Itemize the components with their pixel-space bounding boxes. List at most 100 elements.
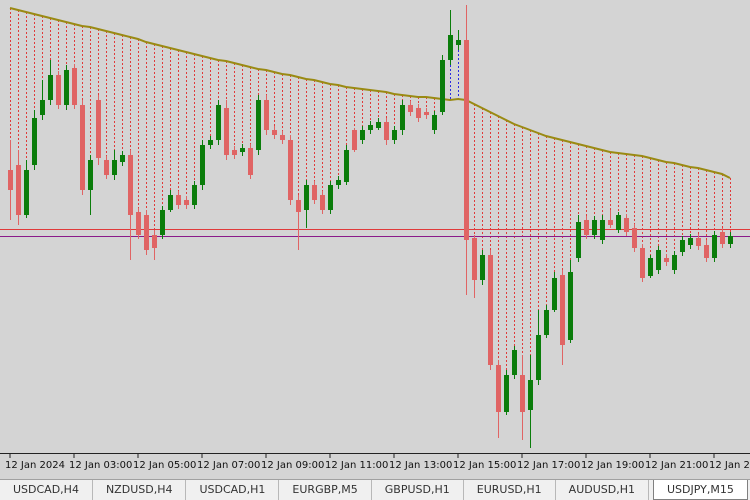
candle-body — [368, 125, 373, 130]
x-tick-label: 12 Jan 21:00 — [645, 460, 708, 471]
candle-body — [416, 108, 421, 118]
candle-body — [24, 170, 29, 215]
chart-tab[interactable]: USDCAD,H1 — [186, 480, 280, 500]
candle-body — [168, 195, 173, 210]
candle-body — [600, 220, 605, 240]
chart-tab[interactable]: USDCAD,H4 — [0, 480, 93, 500]
candle-body — [232, 150, 237, 155]
x-tick-label: 12 Jan 07:00 — [197, 460, 260, 471]
x-tick-label: 12 Jan 03:00 — [69, 460, 132, 471]
candle-body — [216, 105, 221, 140]
x-tick-label: 12 Jan 19:00 — [581, 460, 644, 471]
candle-body — [536, 335, 541, 380]
candle-body — [376, 122, 381, 128]
candle-body — [432, 115, 437, 130]
candle-body — [632, 228, 637, 248]
candle-body — [224, 108, 229, 155]
candle-body — [120, 155, 125, 162]
candle-body — [408, 105, 413, 112]
candle-body — [344, 150, 349, 182]
candle-body — [264, 100, 269, 130]
candle-body — [456, 40, 461, 45]
chart-tab[interactable]: NZDUSD,H4 — [93, 480, 187, 500]
candle-body — [592, 220, 597, 235]
x-tick-label: 12 Jan 13:00 — [389, 460, 452, 471]
candle-body — [728, 236, 733, 244]
candle-body — [400, 105, 405, 130]
candle-body — [528, 380, 533, 410]
candle-body — [616, 215, 621, 230]
candle-body — [568, 272, 573, 340]
x-tick-label: 12 Jan 2024 — [5, 460, 65, 471]
candle-body — [664, 258, 669, 262]
chart-tab[interactable]: AUDUSD,H1 — [556, 480, 649, 500]
candle-body — [184, 200, 189, 205]
candle-body — [96, 100, 101, 158]
candle-body — [160, 210, 165, 235]
candle-body — [8, 170, 13, 190]
candle-body — [312, 185, 317, 200]
candle-body — [128, 155, 133, 215]
candle-body — [392, 130, 397, 140]
candle-body — [720, 232, 725, 244]
candle-body — [272, 130, 277, 135]
candle-body — [80, 105, 85, 190]
chart-tab[interactable]: EURGBP,M5 — [279, 480, 372, 500]
candle-body — [512, 350, 517, 375]
candle-body — [320, 195, 325, 210]
x-tick-label: 12 Jan 23:00 — [709, 460, 750, 471]
candle-body — [680, 240, 685, 252]
candle-body — [576, 222, 581, 258]
chart-background — [0, 0, 750, 478]
candle-body — [144, 215, 149, 250]
candle-body — [48, 75, 53, 100]
chart: 12 Jan 2024 12 Jan 03:00 12 Jan 05:00 12 Ja… — [0, 0, 750, 478]
x-tick-label: 12 Jan 05:00 — [133, 460, 196, 471]
candle-body — [192, 185, 197, 205]
candle-body — [656, 250, 661, 270]
candle-body — [248, 148, 253, 175]
candle-body — [624, 218, 629, 232]
tab-bar: USDCAD,H4 NZDUSD,H4 USDCAD,H1 EURGBP,M5 GBPU… — [0, 479, 750, 500]
candle-body — [328, 185, 333, 210]
candle-body — [472, 238, 477, 280]
candle-body — [88, 160, 93, 190]
x-tick-label: 12 Jan 09:00 — [261, 460, 324, 471]
candle-body — [64, 70, 69, 105]
candle-body — [288, 140, 293, 200]
candle-body — [704, 245, 709, 258]
candle-body — [208, 140, 213, 145]
chart-tab[interactable]: GBPUSD,H1 — [372, 480, 464, 500]
candle-body — [424, 112, 429, 115]
candle-body — [256, 100, 261, 150]
candle-body — [488, 255, 493, 365]
x-tick-label: 12 Jan 15:00 — [453, 460, 516, 471]
candle-body — [280, 135, 285, 140]
candle-body — [336, 180, 341, 185]
candle-body — [352, 130, 357, 150]
candle-body — [464, 40, 469, 240]
chart-tab[interactable]: EURUSD,H1 — [464, 480, 556, 500]
candle-body — [176, 195, 181, 205]
chart-tab[interactable]: USDJPY,M15 — [653, 480, 748, 500]
candle-body — [104, 160, 109, 175]
candle-body — [32, 118, 37, 165]
candle-body — [152, 235, 157, 248]
candle-body — [504, 375, 509, 412]
candle-body — [240, 148, 245, 152]
candle-body — [200, 145, 205, 185]
candle-body — [608, 220, 613, 225]
candle-body — [688, 238, 693, 245]
candle-body — [584, 220, 589, 235]
candle-body — [72, 68, 77, 105]
candle-body — [296, 200, 301, 212]
candle-body — [16, 165, 21, 215]
candle-body — [640, 248, 645, 278]
candle-body — [40, 100, 45, 115]
candle-body — [496, 365, 501, 412]
candle-body — [560, 275, 565, 345]
candle-body — [544, 310, 549, 335]
candle-body — [112, 160, 117, 175]
candle-body — [56, 75, 61, 105]
